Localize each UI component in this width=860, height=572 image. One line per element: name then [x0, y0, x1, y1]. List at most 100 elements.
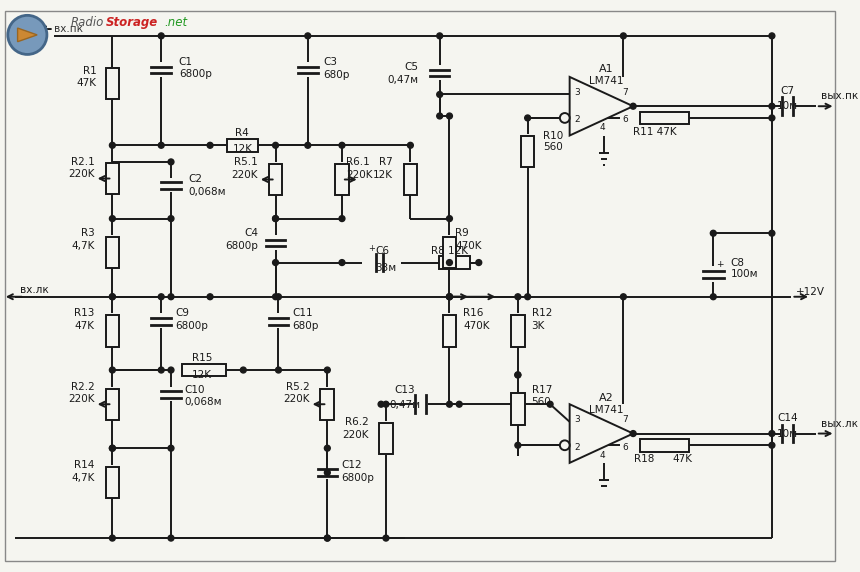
Circle shape: [339, 142, 345, 148]
Text: 470K: 470K: [455, 241, 482, 251]
Text: R7: R7: [379, 157, 393, 167]
Circle shape: [620, 33, 626, 39]
Circle shape: [158, 367, 164, 373]
Text: 6: 6: [623, 443, 628, 452]
Bar: [511, 394, 525, 425]
Circle shape: [158, 142, 164, 148]
Text: LM741: LM741: [588, 405, 623, 415]
Circle shape: [324, 445, 330, 451]
Circle shape: [378, 402, 384, 407]
Circle shape: [324, 535, 330, 541]
Circle shape: [109, 445, 115, 451]
Bar: [106, 388, 120, 420]
Text: 0,068м: 0,068м: [188, 187, 226, 197]
Circle shape: [620, 294, 626, 300]
Circle shape: [273, 260, 279, 265]
Circle shape: [769, 442, 775, 448]
Circle shape: [8, 15, 47, 54]
Text: 4: 4: [600, 123, 605, 132]
Bar: [443, 315, 457, 347]
Text: +12V: +12V: [796, 287, 826, 297]
Bar: [106, 163, 120, 194]
Text: A2: A2: [599, 394, 613, 403]
Circle shape: [275, 294, 281, 300]
Circle shape: [437, 33, 443, 39]
Text: 33м: 33м: [375, 263, 396, 272]
Text: R3: R3: [81, 228, 95, 238]
Text: 0,47м: 0,47м: [389, 400, 420, 410]
Bar: [321, 388, 335, 420]
Circle shape: [339, 260, 345, 265]
Circle shape: [109, 294, 115, 300]
Bar: [511, 315, 525, 347]
Text: C10: C10: [185, 384, 206, 395]
Circle shape: [168, 535, 174, 541]
Text: 7: 7: [623, 88, 628, 97]
Circle shape: [158, 294, 164, 300]
Text: R12: R12: [531, 308, 552, 319]
Text: 47K: 47K: [673, 454, 692, 464]
Bar: [521, 136, 534, 167]
Text: 12K: 12K: [372, 170, 393, 180]
Text: C2: C2: [188, 174, 203, 185]
Text: LM741: LM741: [588, 76, 623, 86]
Text: 47K: 47K: [75, 321, 95, 331]
Circle shape: [446, 113, 452, 119]
Circle shape: [515, 442, 521, 448]
Circle shape: [769, 33, 775, 39]
Text: 220K: 220K: [342, 430, 368, 439]
Text: R5.1: R5.1: [234, 157, 258, 167]
Text: R6.2: R6.2: [345, 417, 368, 427]
Text: R2.2: R2.2: [71, 382, 95, 392]
Polygon shape: [569, 404, 633, 463]
Text: 100м: 100м: [731, 269, 759, 279]
Circle shape: [168, 216, 174, 221]
Circle shape: [304, 33, 310, 39]
Text: R2.1: R2.1: [71, 157, 95, 167]
Text: +: +: [368, 244, 375, 253]
Text: 47K: 47K: [77, 78, 96, 88]
Circle shape: [710, 231, 716, 236]
Text: 4,7K: 4,7K: [71, 241, 95, 251]
Circle shape: [515, 372, 521, 378]
Text: 4,7K: 4,7K: [71, 472, 95, 483]
Circle shape: [515, 294, 521, 300]
Circle shape: [109, 142, 115, 148]
Text: Radio: Radio: [71, 15, 104, 29]
Bar: [106, 315, 120, 347]
Bar: [443, 237, 457, 268]
Text: 7: 7: [623, 415, 628, 424]
Polygon shape: [569, 77, 633, 136]
Text: C8: C8: [731, 257, 745, 268]
Text: 6: 6: [623, 116, 628, 124]
Bar: [106, 237, 120, 268]
Circle shape: [275, 367, 281, 373]
Text: 3: 3: [574, 88, 580, 97]
Text: R8 12K: R8 12K: [431, 246, 468, 256]
Circle shape: [446, 294, 452, 300]
Bar: [640, 439, 689, 452]
Text: A1: A1: [599, 64, 613, 74]
Text: R18: R18: [635, 454, 654, 464]
Circle shape: [769, 115, 775, 121]
Text: R16: R16: [464, 308, 483, 319]
Circle shape: [304, 142, 310, 148]
Circle shape: [324, 470, 330, 475]
Circle shape: [437, 92, 443, 97]
Text: C14: C14: [777, 413, 798, 423]
Text: вых.пк: вых.пк: [820, 92, 858, 101]
Circle shape: [273, 216, 279, 221]
Text: R15: R15: [192, 353, 212, 363]
Text: Storage: Storage: [106, 15, 157, 29]
Text: 680p: 680p: [292, 321, 318, 331]
Circle shape: [437, 113, 443, 119]
Circle shape: [339, 216, 345, 221]
Text: R6.1: R6.1: [346, 157, 370, 167]
Circle shape: [273, 142, 279, 148]
Text: 560: 560: [544, 142, 563, 152]
Text: C3: C3: [323, 57, 337, 67]
Text: 3K: 3K: [531, 321, 545, 331]
Text: C1: C1: [179, 57, 193, 67]
Text: 10м: 10м: [777, 428, 798, 439]
Text: R1: R1: [83, 66, 96, 76]
